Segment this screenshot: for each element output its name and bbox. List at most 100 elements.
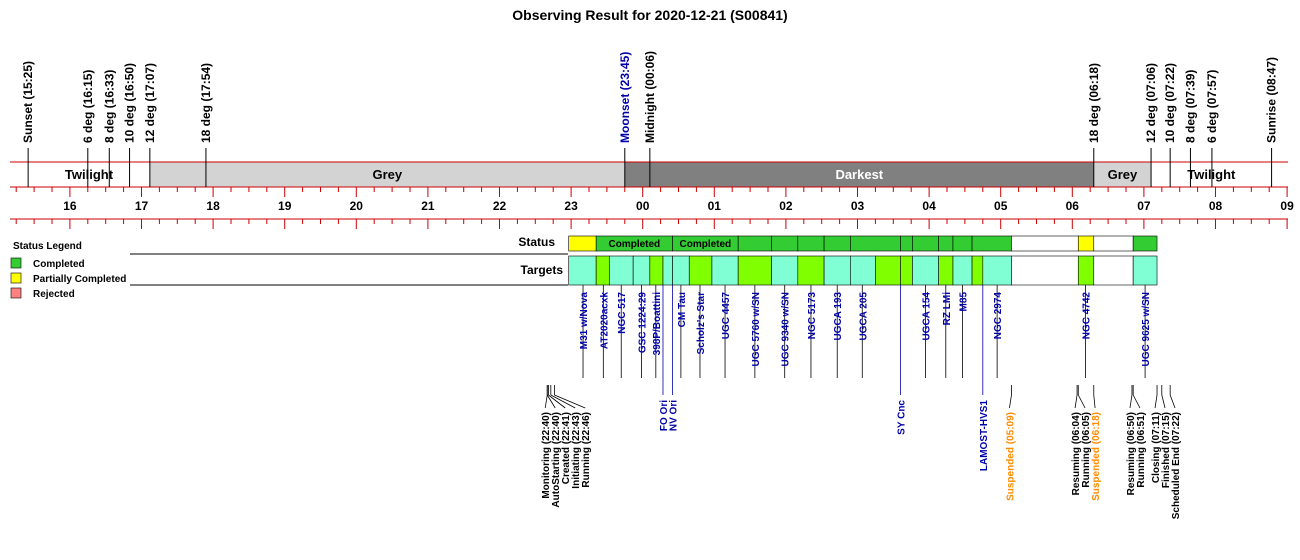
row-labels: Status Targets [130, 235, 568, 286]
log-leader-line [554, 394, 586, 409]
event-label: 18 deg (17:54) [199, 63, 213, 143]
status-block [912, 235, 939, 252]
event-label: 6 deg (16:15) [81, 70, 95, 143]
status-block [568, 235, 597, 252]
status-block [971, 235, 1012, 252]
log-event-label: Initiating (22:43) [571, 412, 582, 489]
event-label: Moonset (23:45) [618, 52, 632, 143]
hour-tick-label: 17 [135, 199, 149, 213]
status-block [1132, 235, 1158, 252]
lower-target-label: LAMOST-HVS1 [979, 400, 990, 472]
hour-tick-label: 03 [851, 199, 865, 213]
lower-target-label: FO Ori [659, 400, 670, 431]
event-label: 18 deg (06:18) [1087, 63, 1101, 143]
status-blocks: Completed Completed [568, 235, 1158, 252]
target-block [672, 255, 690, 286]
target-block [771, 255, 799, 286]
target-label: AT2020acxk [599, 292, 610, 350]
target-block [982, 255, 1012, 286]
hour-axis: 16 17 18 19 20 21 22 23 00 01 02 03 04 05 06 07 08 09 [10, 187, 1294, 229]
log-event-label: Suspended (05:09) [1005, 412, 1016, 501]
target-label: UGCA 193 [833, 292, 844, 341]
target-label: 398P/Boattini [652, 292, 663, 356]
status-block [938, 235, 954, 252]
target-label: Scholz's Star [696, 292, 707, 355]
log-leader-line [1169, 394, 1176, 409]
status-block [1093, 235, 1134, 252]
status-row-label: Status [518, 235, 555, 249]
period-darkest-label: Darkest [835, 167, 883, 182]
log-leader-line [1154, 394, 1158, 409]
legend-label: Rejected [33, 289, 75, 300]
log-event-label: Resuming (06:04) [1071, 412, 1082, 495]
target-block [737, 255, 772, 286]
status-block-label: Completed [609, 239, 661, 250]
hour-tick-label: 20 [350, 199, 364, 213]
log-event-label: Scheduled End (07:22) [1171, 412, 1182, 519]
status-block [1077, 235, 1095, 252]
hour-tick-label: 00 [636, 199, 650, 213]
target-block [688, 255, 713, 286]
status-block [850, 235, 901, 252]
target-label: UGCA 205 [858, 292, 869, 341]
target-block [823, 255, 851, 286]
log-event-label: Running (06:05) [1081, 412, 1092, 488]
target-label: M31 w/Nova [579, 292, 590, 350]
event-label: Sunrise (08:47) [1265, 57, 1279, 143]
target-label: CM Tau [677, 292, 688, 327]
hour-tick-label: 05 [994, 199, 1008, 213]
target-label: NGC 5173 [807, 292, 818, 340]
hour-tick-label: 06 [1066, 199, 1080, 213]
hour-tick-label: 19 [278, 199, 292, 213]
target-label: RZ LMi [942, 292, 953, 326]
event-label: 12 deg (07:06) [1144, 63, 1158, 143]
legend-label: Completed [33, 259, 85, 270]
period-grey-label: Grey [1108, 167, 1138, 182]
status-block [737, 235, 772, 252]
target-block [938, 255, 954, 286]
target-label: UGC 9340 w/SN [781, 292, 792, 366]
log-leader-line [1093, 394, 1096, 409]
log-leader-line [1077, 394, 1086, 409]
target-label: UGC 5760 w/SN [751, 292, 762, 366]
target-labels: M31 w/Nova AT2020acxk NGC 517 GSC 1224:29 39… [579, 285, 1152, 378]
target-label: M85 [959, 292, 970, 312]
hour-tick-label: 21 [421, 199, 435, 213]
period-darkest-band [624, 162, 1094, 187]
log-event-label: Monitoring (22:40) [541, 412, 552, 499]
event-label: 10 deg (16:50) [123, 63, 137, 143]
chart-title: Observing Result for 2020-12-21 (S00841) [512, 7, 787, 23]
log-leader-line [1161, 394, 1166, 409]
log-leader-line [550, 394, 576, 409]
target-block [850, 255, 876, 286]
target-block [595, 255, 610, 286]
period-twilight-band [1151, 162, 1272, 187]
event-label: Midnight (00:06) [643, 51, 657, 143]
legend-swatch [10, 257, 22, 269]
period-grey-band [149, 162, 625, 187]
target-label: NGC 2974 [993, 292, 1004, 340]
target-label: UGCA 154 [922, 292, 933, 341]
status-block [900, 235, 913, 252]
log-event-label: Closing (07:11) [1151, 412, 1162, 483]
status-block [823, 235, 851, 252]
target-block [1093, 255, 1134, 286]
target-block [568, 255, 597, 286]
target-block [632, 255, 651, 286]
hour-tick-label: 02 [779, 199, 793, 213]
period-bands: Twilight Grey Darkest Grey Twilight [10, 161, 1288, 188]
log-event-label: Running (22:46) [581, 412, 592, 488]
log-leader-line [546, 394, 556, 409]
hour-tick-label: 16 [63, 199, 77, 213]
target-label: NGC 517 [617, 292, 628, 334]
target-label: UGC 4457 [721, 292, 732, 340]
event-label: Sunset (15:25) [21, 61, 35, 143]
legend-swatch [10, 272, 22, 284]
event-label: 8 deg (07:39) [1183, 70, 1197, 143]
status-block-label: Completed [680, 239, 732, 250]
status-block [771, 235, 799, 252]
status-block [952, 235, 973, 252]
target-block [900, 255, 913, 286]
hour-tick-label: 22 [493, 199, 507, 213]
